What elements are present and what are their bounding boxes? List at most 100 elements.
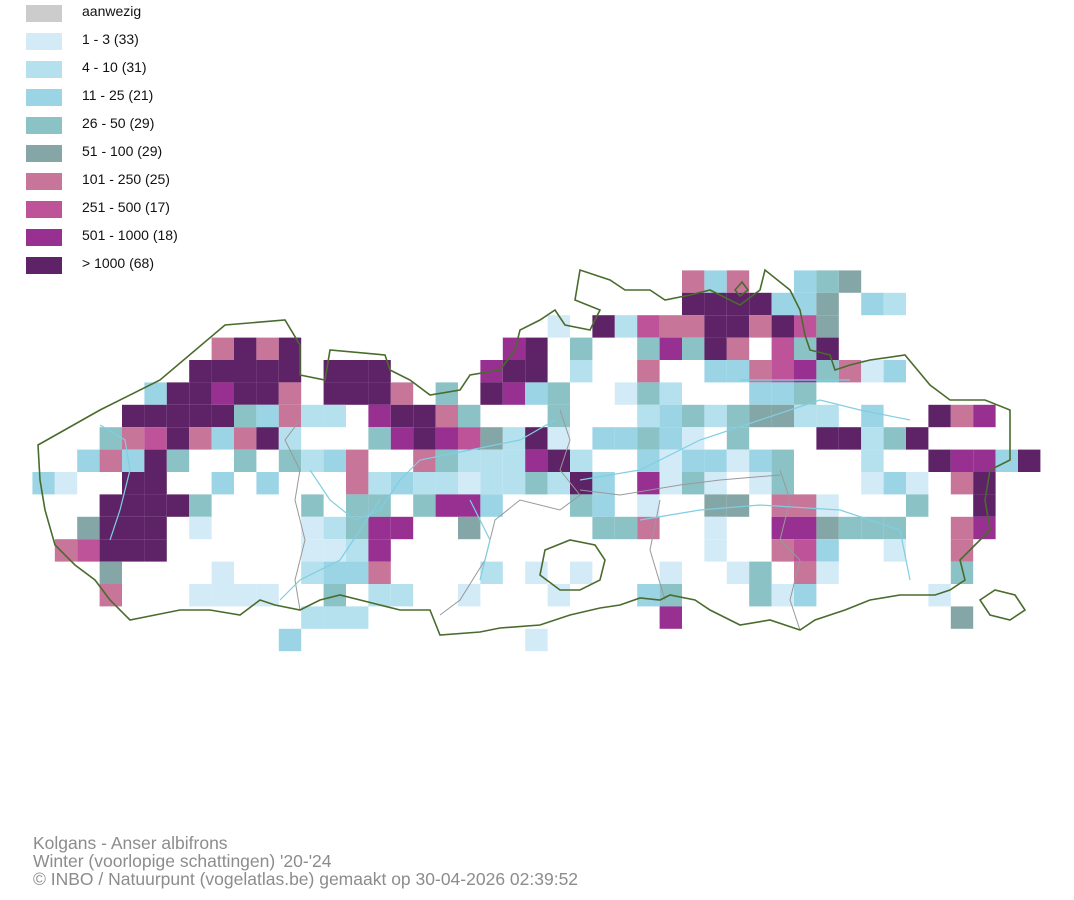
grid-cell [547,584,570,607]
grid-cell [458,584,481,607]
grid-cell [726,427,750,450]
grid-cell [189,584,212,607]
grid-cell [256,360,279,383]
grid-cell [390,427,414,450]
grid-cell [525,427,548,450]
grid-cell [570,494,593,517]
grid-cell [144,382,167,405]
grid-cell [278,382,302,405]
grid-cell [973,449,996,472]
grid-cell [637,494,660,517]
grid-cell [54,539,78,562]
grid-cell [682,337,705,360]
grid-cell [1018,449,1041,472]
grid-cell [816,337,839,360]
grid-cell [502,360,526,383]
grid-cell [144,427,167,450]
grid-cell [413,404,436,428]
grid-cell [166,404,190,428]
river [99,424,131,541]
grid-cell [704,315,727,338]
grid-cell [816,315,839,338]
grid-cell [637,382,660,405]
grid-cell [794,404,817,428]
grid-cell [323,561,346,584]
grid-cell [346,472,369,495]
grid-cell [480,561,503,584]
grid-cell [390,382,414,405]
grid-cell [906,472,929,495]
grid-cell [234,584,257,607]
river [579,399,911,481]
grid-cell [278,337,302,360]
legend-swatch [26,173,62,190]
grid-cell [838,270,862,293]
grid-cell [861,472,884,495]
grid-cell [570,449,593,472]
grid-cell [861,449,884,472]
grid-cell [301,516,324,540]
grid-cell [547,449,570,472]
grid-cell [973,516,996,540]
grid-cell [390,472,414,495]
grid-cell [211,427,234,450]
grid-cell [122,539,145,562]
grid-cell [928,404,951,428]
grid-cell [794,561,817,584]
grid-cell [637,315,660,338]
grid-cell [614,427,638,450]
grid-cell [950,539,974,562]
grid-cell [771,292,794,316]
legend-item-11-25: 11 - 25 (21) [26,86,286,106]
season-subtitle: Winter (voorlopige schattingen) '20-'24 [33,851,332,871]
legend-swatch [26,145,62,162]
grid-cell [144,494,167,517]
grid-cell [435,427,458,450]
grid-cell [547,427,570,450]
legend-label: 51 - 100 (29) [82,143,163,159]
grid-cell [637,516,660,540]
grid-cell [256,382,279,405]
legend-item-1-3: 1 - 3 (33) [26,30,286,50]
grid-cell [278,360,302,383]
grid-cell [749,315,772,338]
grid-cell [704,292,727,316]
grid-cell [323,606,346,629]
grid-cell [794,539,817,562]
grid-cell [592,494,615,517]
grid-cell [771,382,794,405]
legend-swatch [26,5,62,22]
grid-cell [794,516,817,540]
grid-cell [458,516,481,540]
grid-cell [99,494,122,517]
grid-cell [502,427,526,450]
region-outline [733,280,750,298]
grid-cell [346,494,369,517]
legend-label: 4 - 10 (31) [82,59,147,75]
grid-cell [704,516,727,540]
grid-cell [659,472,682,495]
legend-item-101-250: 101 - 250 (25) [26,170,286,190]
legend-swatch [26,201,62,218]
grid-cell [525,628,548,652]
grid-cell [122,516,145,540]
grid-cell [906,494,929,517]
grid-cell [368,404,391,428]
grid-cell [816,404,839,428]
legend-label: 26 - 50 (29) [82,115,155,131]
region-outline [978,589,1027,621]
legend-label: 1 - 3 (33) [82,31,139,47]
grid-cell [122,427,145,450]
grid-cell [256,404,279,428]
grid-cell [234,449,257,472]
grid-cell [502,449,526,472]
grid-cell [525,382,548,405]
grid-cell [144,449,167,472]
grid-cell [637,472,660,495]
grid-cell [682,427,705,450]
grid-cell [480,382,503,405]
grid-cell [816,539,839,562]
grid-cell [346,449,369,472]
grid-cell [726,337,750,360]
grid-cell [99,584,122,607]
